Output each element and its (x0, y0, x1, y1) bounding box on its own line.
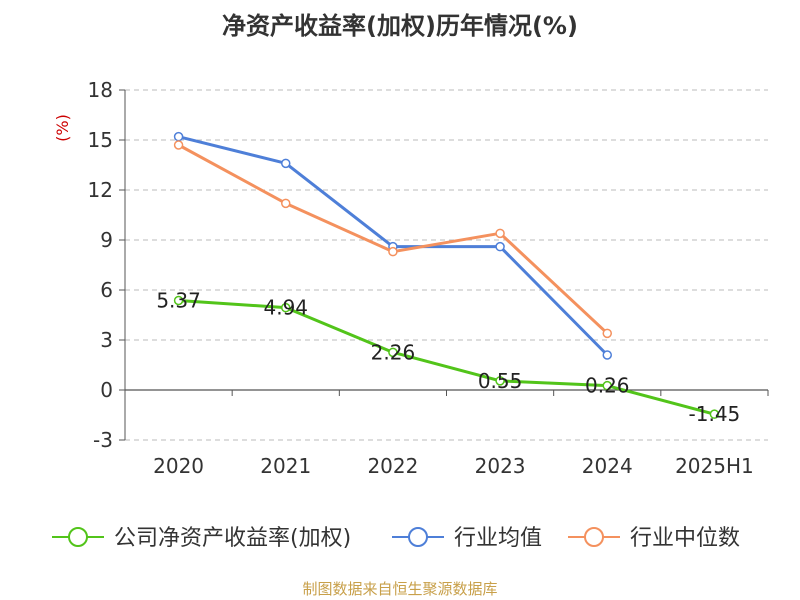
data-point (495, 376, 505, 386)
legend-swatch-marker (68, 527, 88, 547)
data-labels: 5.37 4.94 2.26 0.55 0.26 -1.45 (156, 289, 740, 427)
data-point (495, 228, 505, 239)
x-tick-label: 2020 (153, 454, 204, 478)
x-tick-label: 2022 (367, 454, 418, 478)
y-tick-label: -3 (93, 428, 113, 452)
data-label: 5.37 (156, 289, 201, 313)
legend-item-0[interactable]: 公司净资产收益率(加权) (52, 526, 351, 551)
y-tick-label: 3 (100, 328, 113, 352)
data-point (173, 131, 184, 142)
data-label: 4.94 (263, 296, 308, 320)
y-tick-label: 9 (100, 228, 113, 252)
series-line-0 (178, 299, 715, 416)
legend-label: 行业中位数 (630, 526, 740, 551)
data-point (173, 140, 184, 150)
y-tick-label: 15 (88, 128, 113, 152)
data-point (709, 409, 720, 419)
data-point (281, 302, 291, 313)
data-point (388, 246, 398, 257)
y-tick-label: 6 (100, 278, 113, 302)
legend-swatch-marker (584, 527, 604, 547)
legend-label: 行业均值 (454, 526, 542, 551)
x-tick-label: 2025H1 (675, 454, 754, 478)
y-tick-label: 12 (88, 178, 113, 202)
data-point (495, 241, 505, 252)
x-tick-label: 2023 (475, 454, 526, 478)
y-tick-label: 18 (88, 78, 113, 102)
data-label: 0.55 (478, 369, 523, 393)
data-label: 2.26 (371, 340, 416, 364)
y-axis-label: (%) (53, 114, 72, 142)
legend[interactable]: 公司净资产收益率(加权) 行业均值 行业中位数 (52, 526, 740, 551)
data-label: -1.45 (689, 402, 741, 426)
data-point (281, 198, 291, 209)
series-layer (173, 131, 720, 419)
x-tick-label: 2024 (582, 454, 633, 478)
legend-label: 公司净资产收益率(加权) (114, 526, 351, 551)
data-point (388, 347, 398, 358)
data-point (602, 380, 612, 391)
data-source-note: 制图数据来自恒生聚源数据库 (302, 580, 498, 598)
data-label: 0.26 (585, 374, 630, 398)
chart-title: 净资产收益率(加权)历年情况(%) (222, 12, 578, 40)
legend-item-2[interactable]: 行业中位数 (568, 526, 740, 551)
data-point (173, 295, 184, 306)
legend-item-1[interactable]: 行业均值 (392, 526, 542, 551)
data-point (602, 328, 612, 339)
y-tick-label: 0 (100, 378, 113, 402)
legend-swatch-marker (408, 527, 428, 547)
data-point (281, 158, 291, 169)
x-tick-label: 2021 (260, 454, 311, 478)
data-point (602, 350, 612, 360)
axes: -3 0 3 6 9 12 15 18 2020 2021 2022 2023 2024 2025H1 (%… (53, 78, 769, 478)
grid-lines (125, 89, 768, 441)
